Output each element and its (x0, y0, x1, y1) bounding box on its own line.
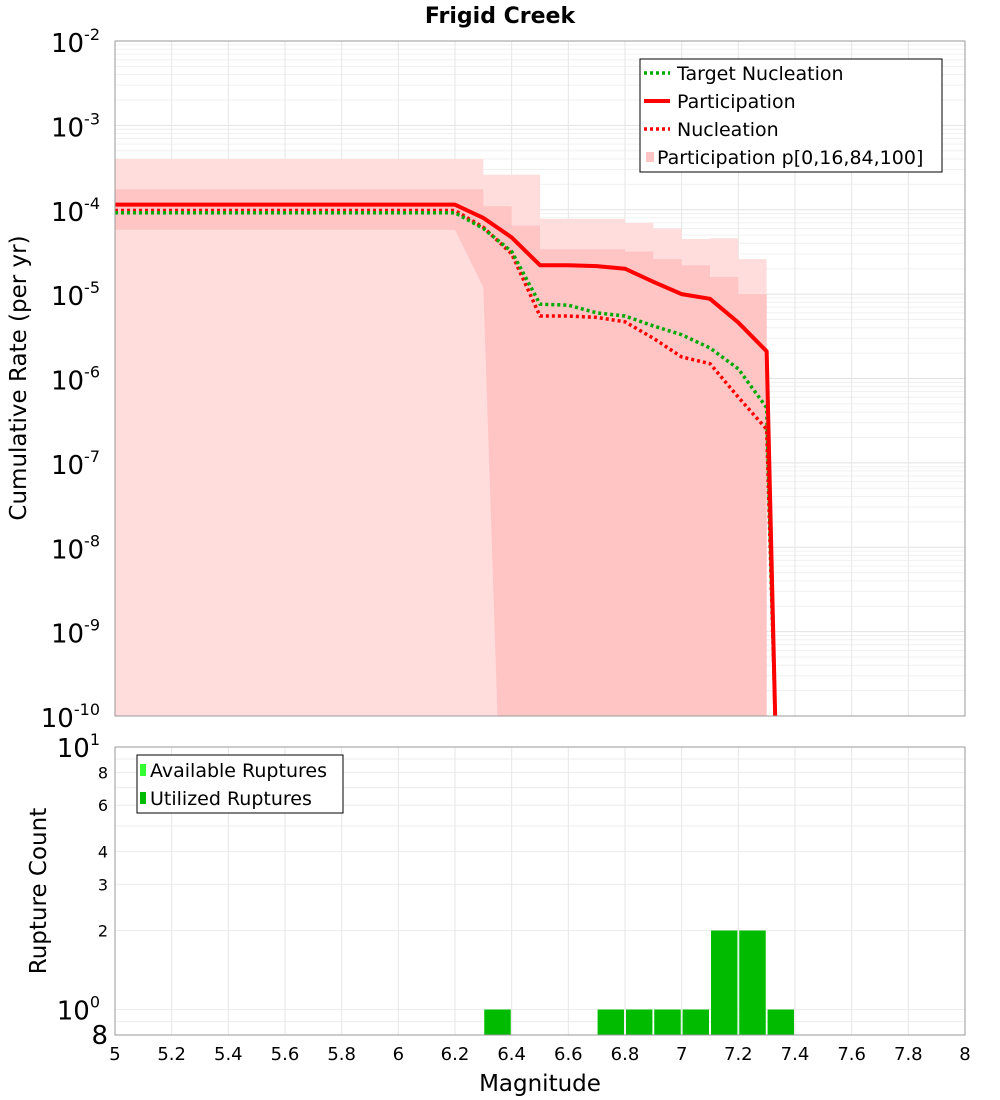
bottom-y-tick-label: 4 (98, 842, 108, 861)
legend-swatch (140, 792, 146, 804)
x-tick-label: 5.2 (157, 1044, 186, 1065)
top-y-tick-label: 10-9 (51, 616, 100, 650)
chart-title: Frigid Creek (425, 4, 577, 29)
bar-utilized-ruptures (626, 1009, 653, 1035)
top-y-tick-label-exponent: -2 (84, 25, 100, 44)
x-tick-label: 7 (676, 1044, 687, 1065)
x-ticks: 5 5.2 5.4 5.6 5.8 6 6.2 6.4 6.6 6.8 7 7.2 7.4 7.6 7.8 8 (109, 1044, 970, 1065)
top-y-tick-label: 10-4 (51, 194, 100, 228)
bottom-plot-frame (114, 746, 966, 1036)
top-y-tick-label: 10-7 (51, 447, 100, 481)
top-y-tick-label-exponent: -7 (84, 447, 100, 466)
bottom-y-tick-label: 8 (98, 763, 108, 782)
x-tick-label: 8 (959, 1044, 970, 1065)
bar-utilized-ruptures (597, 1009, 624, 1035)
top-y-tick-label-exponent: -10 (74, 700, 100, 719)
legend-label: Target Nucleation (676, 63, 844, 85)
legend-swatch (140, 764, 146, 776)
top-y-tick-label: 10-10 (41, 700, 100, 734)
x-axis-label: Magnitude (479, 1071, 601, 1097)
participation-bands (115, 158, 767, 717)
top-y-tick-label: 10-5 (51, 278, 100, 312)
bottom-y-axis-label: Rupture Count (26, 808, 52, 974)
x-tick-label: 6 (393, 1044, 404, 1065)
top-y-tick-label-exponent: -9 (84, 616, 100, 635)
bottom-legend: Available Ruptures Utilized Ruptures (136, 754, 344, 814)
x-tick-label: 6.2 (441, 1044, 470, 1065)
x-tick-label: 5 (109, 1044, 120, 1065)
bar-utilized-ruptures (654, 1009, 681, 1035)
bar-utilized-ruptures (739, 930, 766, 1035)
band-inner (115, 189, 767, 717)
bottom-y-tick-label: 101 (57, 730, 100, 764)
top-y-axis-label: Cumulative Rate (per yr) (6, 235, 32, 520)
top-y-tick-label: 10-6 (51, 363, 100, 397)
top-y-tick-label-exponent: -3 (84, 109, 100, 128)
x-tick-label: 7.4 (781, 1044, 810, 1065)
legend-swatch (646, 152, 654, 162)
bottom-y-tick-label-exponent: 1 (90, 730, 100, 749)
top-legend: Target Nucleation Participation Nucleation… (639, 58, 943, 173)
top-y-tick-label-exponent: -6 (84, 363, 100, 382)
rate-lines (115, 202, 778, 717)
bottom-y-tick-label: 8 (91, 1021, 108, 1051)
top-y-tick-label: 10-3 (51, 109, 100, 143)
top-plot-frame (114, 40, 966, 717)
bottom-y-tick-label-exponent: 0 (90, 993, 100, 1012)
x-tick-label: 6.6 (554, 1044, 583, 1065)
bottom-legend-box (136, 754, 344, 814)
top-y-tick-label-exponent: -5 (84, 278, 100, 297)
x-tick-label: 6.8 (611, 1044, 640, 1065)
top-y-tick-label-exponent: -4 (84, 194, 100, 213)
top-y-tick-label: 10-2 (51, 25, 100, 59)
x-tick-label: 7.2 (724, 1044, 753, 1065)
rupture-bars (484, 930, 794, 1035)
x-tick-label: 5.8 (327, 1044, 356, 1065)
legend-label: Nucleation (677, 119, 779, 141)
series-line-participation (115, 202, 778, 717)
legend-label: Participation p[0,16,84,100] (657, 147, 923, 169)
series-line-target-nucleation (115, 211, 777, 717)
bottom-y-tick-label: 6 (98, 796, 108, 815)
bar-utilized-ruptures (767, 1009, 794, 1035)
top-legend-box (639, 58, 943, 173)
x-tick-label: 7.8 (894, 1044, 923, 1065)
top-y-ticks: 10-2 10-3 10-4 10-5 10-6 10-7 10-8 10-9 10-10 (41, 25, 100, 734)
series-line-nucleation (115, 208, 777, 717)
x-tick-label: 5.4 (214, 1044, 243, 1065)
x-tick-label: 7.6 (837, 1044, 866, 1065)
bar-utilized-ruptures (484, 1009, 511, 1035)
legend-label: Participation (677, 91, 796, 113)
top-y-tick-label: 10-8 (51, 531, 100, 565)
bar-utilized-ruptures (711, 930, 738, 1035)
x-tick-label: 5.6 (271, 1044, 300, 1065)
legend-label: Utilized Ruptures (150, 788, 312, 810)
bottom-y-tick-label: 2 (98, 922, 108, 941)
legend-label: Available Ruptures (150, 760, 327, 782)
bar-utilized-ruptures (682, 1009, 709, 1035)
top-y-tick-label-exponent: -8 (84, 531, 100, 550)
x-tick-label: 6.4 (497, 1044, 526, 1065)
bottom-y-tick-label: 3 (98, 875, 108, 894)
